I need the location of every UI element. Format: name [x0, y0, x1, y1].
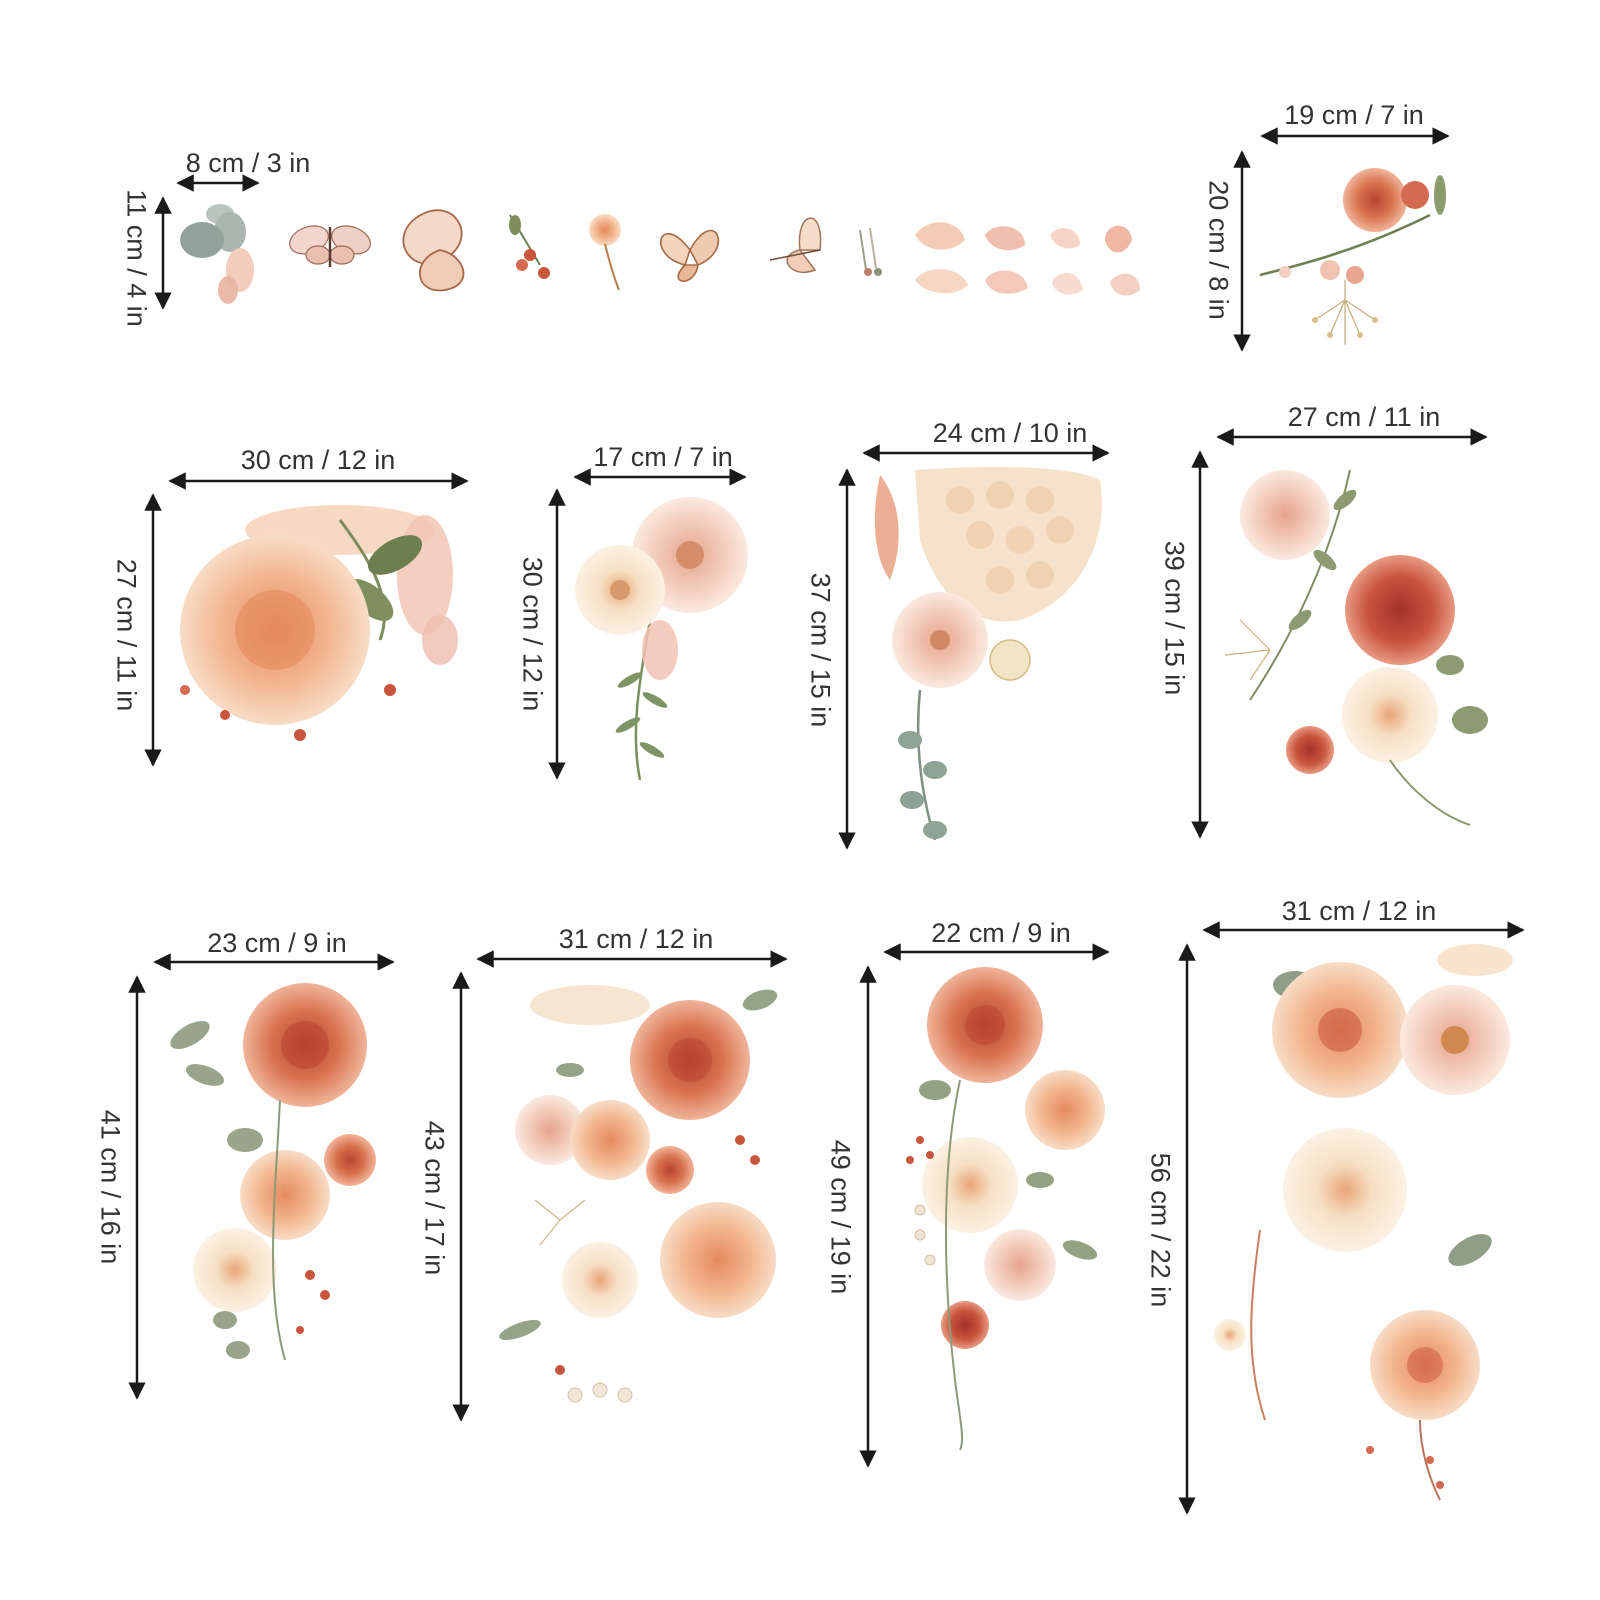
large-bouquet-illustration [499, 985, 778, 1403]
height-label-dahlia-cascade: 49 cm / 19 in [825, 1139, 856, 1295]
dahlia-cascade-illustration [906, 967, 1105, 1451]
width-label-small-pieces: 8 cm / 3 in [185, 148, 311, 178]
height-label-large-bouquet: 43 cm / 17 in [419, 1120, 450, 1276]
height-label-tall-cascade: 56 cm / 22 in [1145, 1152, 1176, 1308]
width-label-rose-column: 27 cm / 11 in [1287, 402, 1441, 432]
rosehip-sprig [509, 214, 550, 279]
height-label-anemone-pair: 30 cm / 12 in [517, 556, 548, 712]
width-label-peony-cluster: 30 cm / 12 in [240, 445, 396, 475]
height-label-small-pieces: 11 cm / 4 in [121, 189, 152, 327]
width-label-sprig: 19 cm / 7 in [1284, 100, 1424, 130]
peony-cascade-illustration [170, 983, 376, 1361]
dimension-arrows [128, 127, 1525, 1515]
butterfly-icon [402, 209, 465, 292]
width-label-peony-cascade: 23 cm / 9 in [207, 928, 347, 958]
butterfly-icon [659, 229, 720, 282]
height-label-rose-column: 39 cm / 15 in [1159, 540, 1190, 696]
height-label-peony-cluster: 27 cm / 11 in [111, 558, 142, 712]
sprig-illustration [1259, 168, 1446, 345]
width-label-hydrangea: 24 cm / 10 in [932, 418, 1088, 448]
hydrangea-illustration [874, 467, 1102, 841]
width-label-dahlia-cascade: 22 cm / 9 in [931, 918, 1071, 948]
width-label-anemone-pair: 17 cm / 7 in [593, 442, 733, 472]
peony-cluster-illustration [180, 505, 458, 741]
width-label-tall-cascade: 31 cm / 12 in [1281, 896, 1437, 926]
tall-cascade-illustration [1214, 944, 1513, 1501]
butterfly-icon [769, 217, 822, 273]
rose-column-illustration [1224, 469, 1488, 826]
height-label-sprig: 20 cm / 8 in [1203, 180, 1234, 320]
width-label-large-bouquet: 31 cm / 12 in [558, 924, 714, 954]
seed-sprig [859, 227, 882, 276]
petals [915, 222, 1140, 296]
butterfly-icon [289, 225, 371, 267]
eucalyptus-sprig [180, 204, 254, 304]
anemone-pair-illustration [575, 497, 748, 781]
small-pieces-illustration [180, 204, 1140, 304]
height-label-peony-cascade: 41 cm / 16 in [95, 1109, 126, 1265]
orange-flower [589, 214, 621, 291]
height-label-hydrangea: 37 cm / 15 in [805, 572, 836, 728]
